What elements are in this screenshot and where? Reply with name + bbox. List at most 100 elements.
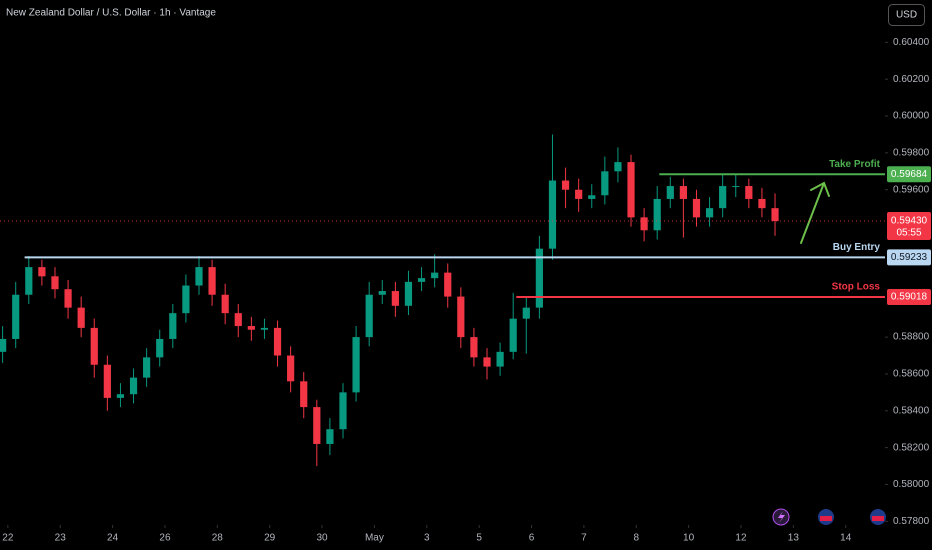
candle-body: [719, 186, 727, 209]
candle-body: [522, 307, 530, 319]
candle-body: [313, 407, 321, 444]
candle-body: [352, 337, 360, 393]
candle-body: [431, 272, 439, 279]
candle-body: [496, 351, 504, 367]
candle-body: [771, 208, 779, 222]
level-value: 0.59684: [891, 169, 928, 180]
candle-body: [234, 313, 242, 327]
x-tick-label: 7: [581, 533, 587, 544]
current-price-box: [887, 212, 931, 241]
currency-button[interactable]: [888, 4, 925, 26]
candle-body: [692, 198, 701, 218]
candle-body: [509, 318, 517, 352]
currency-label[interactable]: USD: [896, 10, 917, 21]
x-tick-label: 28: [212, 533, 224, 544]
candle-body: [640, 217, 648, 231]
level-name: Buy Entry: [833, 242, 881, 253]
countdown: 05:55: [896, 228, 921, 239]
candle-body: [653, 198, 661, 231]
candle-body: [483, 357, 491, 367]
candle-body: [679, 186, 687, 199]
x-tick-label: 23: [55, 533, 67, 544]
candle-body: [156, 338, 164, 358]
candle-body: [548, 180, 557, 249]
x-tick-label: 14: [840, 533, 852, 544]
level-name: Take Profit: [829, 159, 881, 170]
candle-body: [758, 198, 766, 209]
x-tick-label: 26: [159, 533, 171, 544]
level-value: 0.59233: [891, 252, 928, 263]
candle-body: [705, 208, 714, 218]
candle-body: [417, 278, 426, 282]
candle-body: [129, 377, 138, 395]
y-tick-label: 0.59800: [893, 148, 930, 159]
y-tick-label: 0.58800: [893, 332, 930, 343]
candle-body: [391, 291, 399, 306]
candle-body: [116, 394, 125, 398]
candle-body: [260, 327, 269, 330]
candle-body: [378, 291, 386, 295]
x-tick-label: 30: [316, 533, 328, 544]
candle-body: [575, 189, 583, 199]
y-tick-label: 0.60400: [893, 37, 930, 48]
chart-title: New Zealand Dollar / U.S. Dollar · 1h · …: [6, 8, 216, 19]
level-value: 0.59018: [891, 292, 928, 303]
candle-body: [182, 285, 190, 314]
y-tick-label: 0.58200: [893, 442, 930, 453]
x-tick-label: 10: [683, 533, 695, 544]
arrow: [800, 181, 830, 244]
candle-body: [627, 162, 635, 218]
candle-body: [77, 307, 85, 328]
candle-body: [208, 267, 216, 295]
candle-body: [247, 326, 255, 330]
candle-body: [444, 272, 452, 297]
y-tick-label: 0.57800: [893, 516, 930, 527]
candle-body: [457, 296, 465, 338]
x-tick-label: 12: [735, 533, 747, 544]
x-tick-label: 3: [424, 533, 430, 544]
x-tick-label: 29: [264, 533, 276, 544]
candle-body: [666, 186, 674, 199]
candle-body: [221, 294, 229, 314]
x-tick-label: 8: [633, 533, 639, 544]
candle-body: [169, 313, 177, 339]
level-box: [887, 288, 931, 305]
candle-body: [51, 276, 59, 290]
y-tick-label: 0.58400: [893, 405, 930, 416]
candle-body: [25, 267, 33, 295]
y-tick-label: 0.59600: [893, 184, 930, 195]
candle-body: [614, 162, 622, 172]
x-tick-label: 22: [2, 533, 14, 544]
candle-body: [326, 429, 334, 444]
candle-body: [90, 327, 98, 365]
candle-body: [64, 289, 72, 308]
candle-body: [273, 327, 282, 356]
x-tick-label: 6: [529, 533, 535, 544]
x-tick-label: 13: [788, 533, 800, 544]
current-price-label: 0.59430: [891, 216, 928, 227]
x-tick-label: 24: [107, 533, 119, 544]
candle-body: [732, 186, 740, 188]
candle-body: [103, 364, 111, 398]
candle-body: [195, 267, 203, 286]
candle-body: [404, 281, 413, 306]
y-tick-label: 0.60200: [893, 74, 930, 85]
bottom-icons: [772, 508, 886, 526]
candle-body: [745, 186, 753, 199]
x-tick-label: May: [365, 533, 384, 544]
candle-body: [365, 294, 373, 338]
level-name: Stop Loss: [832, 282, 881, 293]
candle-body: [601, 171, 609, 196]
x-tick-label: 5: [476, 533, 482, 544]
candle-body: [0, 338, 7, 352]
y-tick-label: 0.58600: [893, 369, 930, 380]
candle-body: [38, 267, 46, 277]
candle-body: [12, 294, 20, 339]
candle-body: [339, 392, 347, 430]
candle-body: [535, 248, 543, 308]
level-box: [887, 166, 931, 183]
y-tick-label: 0.60000: [893, 111, 930, 122]
